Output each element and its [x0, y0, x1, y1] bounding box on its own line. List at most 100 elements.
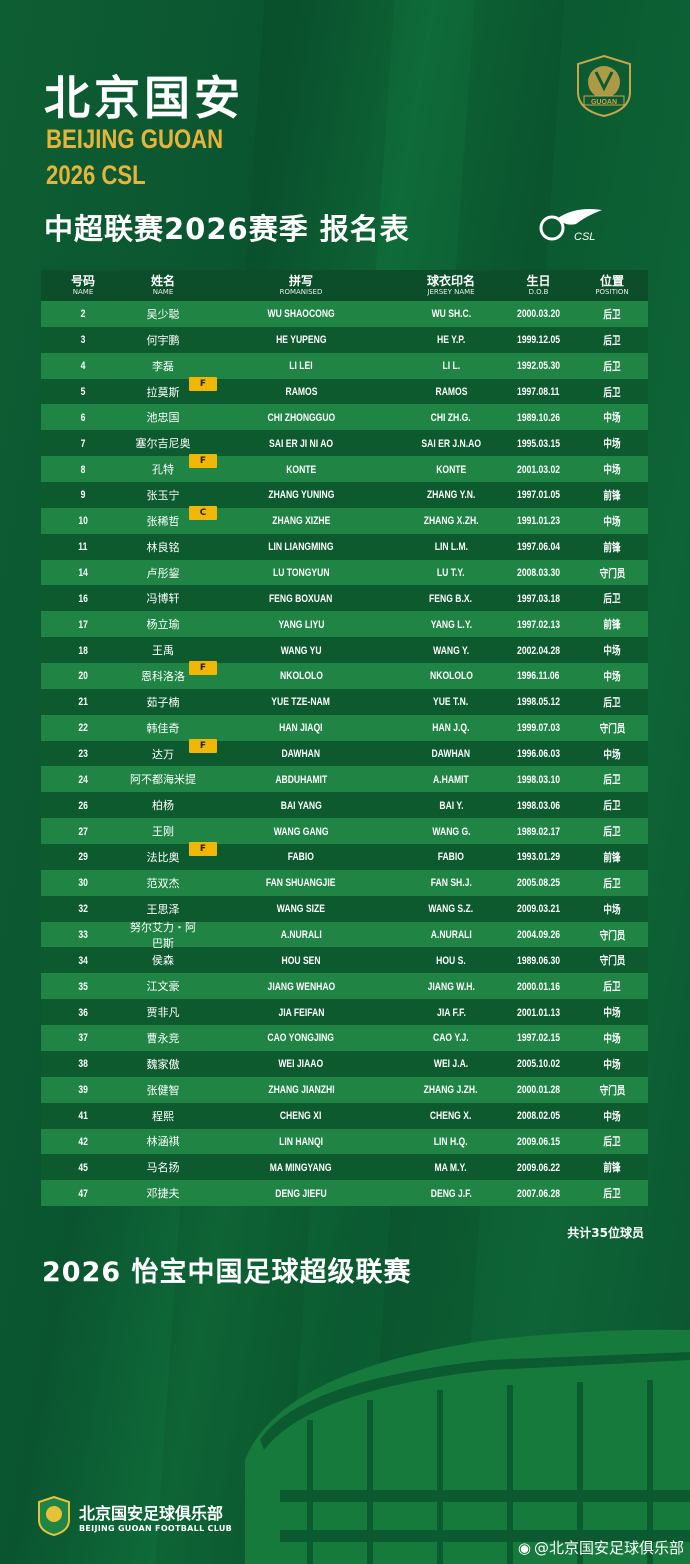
cell-jersey-name: DENG J.F.	[401, 1187, 501, 1200]
cell-name: 江文豪	[125, 978, 201, 994]
table-row: 9 张玉宁 ZHANG YUNING ZHANG Y.N. 1997.01.05 前锋	[41, 482, 648, 508]
number-text: 3	[80, 334, 86, 347]
number-text: 5	[80, 386, 86, 398]
cell-position: 后卫	[576, 590, 648, 606]
romanised-text: ABDUHAMIT	[275, 773, 327, 786]
cell-jersey-name: LU T.Y.	[401, 566, 501, 579]
table-row: 10 张稀哲 C ZHANG XIZHE ZHANG X.ZH. 1991.01.23 中场	[41, 505, 648, 534]
number-text: 38	[78, 1058, 88, 1071]
col-en: D.O.B	[528, 287, 549, 296]
stadium-illustration	[245, 1329, 690, 1564]
name-text: 孔特	[152, 463, 174, 477]
cell-number: 36	[41, 1006, 125, 1019]
name-text: 林涵祺	[146, 1135, 180, 1149]
cell-jersey-name: HAN J.Q.	[401, 721, 501, 734]
number-text: 18	[78, 644, 88, 657]
dob-text: 1995.03.15	[517, 437, 560, 450]
cell-name: 林良铭	[125, 539, 201, 555]
cell-number: 17	[41, 618, 125, 631]
name-text: 阿不都海米提	[130, 773, 196, 787]
dob-text: 2009.03.21	[517, 903, 560, 916]
cell-jersey-name: LI L.	[401, 359, 501, 372]
position-text: 后卫	[603, 981, 621, 994]
cell-name: 张健智	[125, 1082, 201, 1098]
cell-name: 柏杨	[125, 797, 201, 813]
cell-jersey-name: WANG Y.	[401, 644, 501, 657]
cell-position: 中场	[576, 513, 648, 529]
romanised-text: JIA FEIFAN	[278, 1006, 324, 1019]
name-text: 吴少聪	[146, 307, 180, 321]
cell-position: 中场	[576, 409, 648, 425]
romanised-text: WEI JIAAO	[278, 1058, 324, 1071]
page-title: 北京国安	[44, 71, 244, 125]
cell-romanised: BAI YANG	[201, 799, 401, 812]
cell-position: 后卫	[576, 823, 648, 839]
csl-logo: CSL	[539, 209, 602, 243]
dob-text: 1993.01.29	[517, 851, 560, 864]
cell-romanised: YUE TZE-NAM	[201, 695, 401, 708]
dob-text: 2001.03.02	[517, 463, 560, 476]
number-text: 45	[78, 1161, 88, 1174]
romanised-text: NKOLOLO	[279, 670, 323, 683]
cell-number: 22	[41, 721, 125, 734]
jersey-name-text: FABIO	[437, 851, 465, 864]
table-row: 16 冯博轩 FENG BOXUAN FENG B.X. 1997.03.18 后卫	[41, 585, 648, 612]
cell-name: 韩佳奇	[125, 720, 201, 736]
romanised-text: DENG JIEFU	[275, 1187, 327, 1200]
league-title: 2026 怡宝中国足球超级联赛	[42, 1257, 412, 1288]
jersey-name-text: MA M.Y.	[434, 1161, 468, 1174]
cell-number: 8	[41, 463, 125, 476]
cell-position: 后卫	[576, 694, 648, 710]
weibo-handle: @北京国安足球俱乐部	[533, 1539, 684, 1557]
name-text: 王思泽	[146, 902, 180, 916]
dob-text: 2005.10.02	[517, 1058, 560, 1071]
dob-text: 1998.03.06	[517, 799, 560, 812]
cell-romanised: FENG BOXUAN	[201, 592, 401, 605]
cell-dob: 1999.12.05	[501, 333, 576, 346]
cell-romanised: FABIO	[201, 850, 401, 863]
jersey-name-text: BAI Y.	[438, 799, 464, 812]
cell-romanised: ABDUHAMIT	[201, 773, 401, 786]
romanised-text: ZHANG JIANZHI	[267, 1084, 335, 1097]
number-text: 29	[78, 851, 88, 864]
cell-jersey-name: YANG L.Y.	[401, 618, 501, 631]
cell-name: 范双杰	[125, 875, 201, 891]
dob-text: 1997.02.13	[517, 618, 560, 631]
position-text: 中场	[603, 412, 621, 425]
cell-position: 守门员	[576, 720, 648, 736]
cell-position: 中场	[576, 901, 648, 917]
cell-number: 7	[41, 437, 125, 450]
table-row: 11 林良铭 LIN LIANGMING LIN L.M. 1997.06.04 前锋	[41, 533, 648, 560]
number-text: 6	[80, 411, 86, 424]
position-text: 前锋	[603, 541, 621, 554]
cell-number: 34	[41, 954, 125, 967]
cell-name: 达万 F	[125, 738, 217, 762]
name-text: 韩佳奇	[146, 721, 180, 735]
cell-dob: 2009.06.15	[501, 1135, 576, 1148]
cell-position: 守门员	[576, 927, 648, 943]
number-text: 27	[78, 825, 88, 838]
cell-number: 47	[41, 1187, 125, 1200]
cell-name: 池忠国	[125, 409, 201, 425]
cell-jersey-name: NKOLOLO	[401, 669, 501, 682]
cell-name: 冯博轩	[125, 590, 201, 606]
cell-dob: 2005.10.02	[501, 1057, 576, 1070]
cell-name: 贾非凡	[125, 1004, 201, 1020]
position-text: 前锋	[603, 489, 621, 502]
romanised-text: BAI YANG	[280, 799, 322, 812]
cell-jersey-name: CHI ZH.G.	[401, 411, 501, 424]
table-row: 33 努尔艾力・阿巴斯 A.NURALI A.NURALI 2004.09.26 守门员	[41, 921, 648, 950]
number-text: 24	[78, 773, 88, 786]
cell-position: 中场	[576, 1004, 648, 1020]
cell-name: 卢彤鋆	[125, 565, 201, 581]
cell-dob: 1991.01.23	[501, 514, 576, 527]
number-text: 17	[78, 618, 88, 631]
romanised-text: LIN HANQI	[279, 1135, 323, 1148]
cell-dob: 1997.08.11	[501, 385, 576, 398]
cell-number: 23	[41, 747, 125, 760]
table-row: 8 孔特 F KONTE KONTE 2001.03.02 中场	[41, 454, 648, 483]
dob-text: 1997.02.15	[517, 1032, 560, 1045]
col-dob: 生日 D.O.B	[501, 273, 576, 297]
col-cn: 生日	[526, 273, 551, 288]
number-text: 10	[78, 515, 88, 528]
